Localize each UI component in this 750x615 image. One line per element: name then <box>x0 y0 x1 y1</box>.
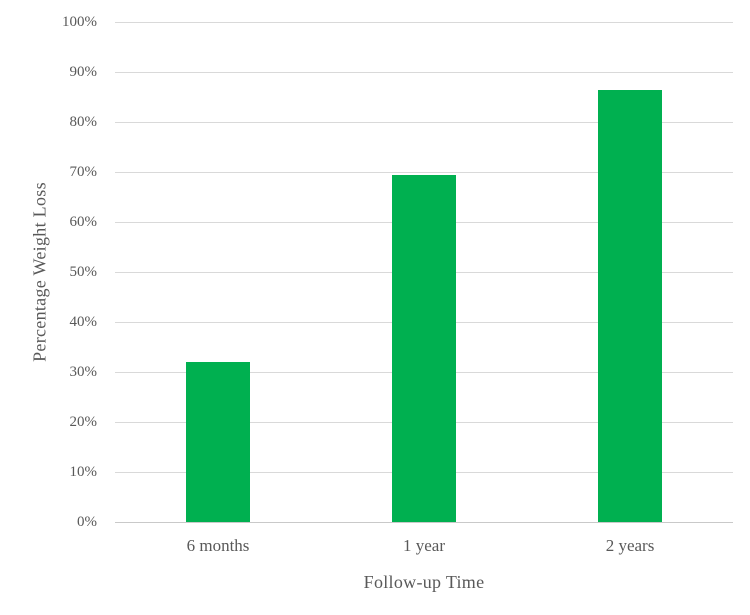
y-tick-label-70%: 70% <box>69 164 98 180</box>
x-category-label-2-years: 2 years <box>605 536 655 555</box>
y-tick-label-30%: 30% <box>69 364 98 380</box>
plot-area <box>115 21 733 523</box>
x-axis-category-labels: 6 months 1 year 2 years <box>0 534 750 558</box>
y-tick-label-40%: 40% <box>69 314 98 330</box>
bar-1-year <box>392 174 456 522</box>
gridline-80% <box>115 121 733 123</box>
y-tick-label-10%: 10% <box>69 464 98 480</box>
gridline-70% <box>115 171 733 173</box>
y-tick-label-50%: 50% <box>69 264 98 280</box>
bar-6-months <box>186 362 250 522</box>
y-tick-label-0%: 0% <box>77 514 97 530</box>
y-tick-label-100%: 100% <box>62 14 97 30</box>
y-tick-label-60%: 60% <box>69 214 98 230</box>
y-axis-tick-labels: 0% 10% 20% 30% 40% 50% 60% 70% 80% 90% 100% <box>0 0 97 615</box>
y-tick-label-80%: 80% <box>69 114 98 130</box>
x-category-label-6-months: 6 months <box>186 536 250 555</box>
x-category-label-1-year: 1 year <box>402 536 445 555</box>
y-tick-label-20%: 20% <box>69 414 98 430</box>
gridline-90% <box>115 71 733 73</box>
gridline-100% <box>115 21 733 23</box>
y-tick-label-90%: 90% <box>69 64 98 80</box>
x-axis-line <box>115 521 733 523</box>
bar-2-years <box>598 89 662 522</box>
x-axis-title: Follow-up Time <box>363 572 485 592</box>
